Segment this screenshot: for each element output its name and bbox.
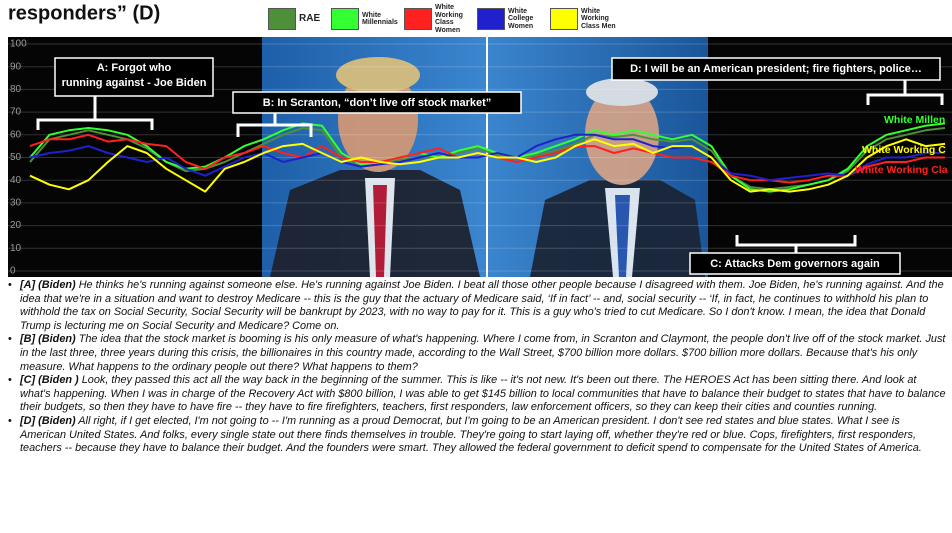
y-tick-label: 40 xyxy=(10,175,22,186)
annotation: D: I will be an American president; fire… xyxy=(630,63,922,75)
legend-label: White Working Class Men xyxy=(581,8,617,31)
end-label: White Working Cla xyxy=(855,164,948,176)
legend-swatch xyxy=(331,8,359,30)
note-tag: [D] (Biden) xyxy=(20,415,76,427)
note-tag: [A] (Biden) xyxy=(20,279,76,291)
legend-label: RAE xyxy=(299,15,325,23)
note-tag: [C] (Biden ) xyxy=(20,374,79,386)
legend-swatch xyxy=(550,8,578,30)
chart-title: responders” (D) xyxy=(8,2,160,24)
y-tick-label: 80 xyxy=(10,84,22,95)
note-tag: [B] (Biden) xyxy=(20,333,76,345)
y-tick-label: 0 xyxy=(10,266,16,277)
legend-item: White Working Class Men xyxy=(550,4,617,34)
end-label: White Millen xyxy=(884,114,945,126)
note-text: Look, they passed this act all the way b… xyxy=(20,374,946,413)
legend-item: White Millennials xyxy=(331,4,398,34)
annotation: B: In Scranton, “don’t live off stock ma… xyxy=(263,97,492,109)
legend-swatch xyxy=(404,8,432,30)
y-tick-label: 70 xyxy=(10,107,22,118)
annotation-line: A: Forgot who xyxy=(97,62,172,74)
y-tick-label: 30 xyxy=(10,198,22,209)
legend-item: White College Women xyxy=(477,4,544,34)
note-text: The idea that the stock market is boomin… xyxy=(20,333,945,372)
note-text: He thinks he's running against someone e… xyxy=(20,279,944,332)
y-tick-label: 20 xyxy=(10,220,22,231)
end-label: White Working C xyxy=(862,144,946,156)
y-tick-label: 90 xyxy=(10,61,22,72)
chart: responders” (D) 0 10 20 30 40 50 60 70 80 90 100 A… xyxy=(0,0,952,278)
note: [A] (Biden) He thinks he's running again… xyxy=(6,279,948,333)
legend-label: White Millennials xyxy=(362,12,398,27)
note-text: All right, if I get elected, I'm not goi… xyxy=(20,415,922,454)
legend-swatch xyxy=(477,8,505,30)
note: [C] (Biden ) Look, they passed this act … xyxy=(6,374,948,415)
legend: RAE White Millennials White Working Class … xyxy=(268,4,617,34)
legend-swatch xyxy=(268,8,296,30)
legend-label: White College Women xyxy=(508,8,544,31)
y-tick-label: 60 xyxy=(10,129,22,140)
legend-item: RAE xyxy=(268,4,325,34)
y-tick-label: 50 xyxy=(10,152,22,163)
y-tick-label: 100 xyxy=(10,39,27,50)
y-tick-label: 10 xyxy=(10,243,22,254)
notes: [A] (Biden) He thinks he's running again… xyxy=(6,279,948,533)
annotation-line: running against - Joe Biden xyxy=(62,77,207,89)
page: responders” (D) 0 10 20 30 40 50 60 70 80 90 100 A… xyxy=(0,0,952,533)
legend-item: White Working Class Women xyxy=(404,4,471,34)
annotation: C: Attacks Dem governors again xyxy=(710,258,880,270)
note: [D] (Biden) All right, if I get elected,… xyxy=(6,415,948,456)
note: [B] (Biden) The idea that the stock mark… xyxy=(6,333,948,374)
legend-label: White Working Class Women xyxy=(435,4,471,34)
